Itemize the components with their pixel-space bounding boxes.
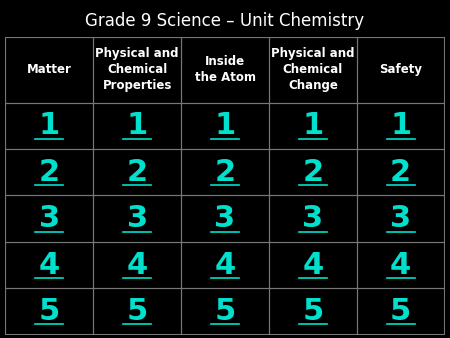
- Bar: [181, 195, 269, 242]
- Bar: [269, 37, 357, 103]
- Bar: [93, 103, 181, 149]
- Bar: [93, 288, 181, 335]
- Text: 4: 4: [214, 250, 236, 280]
- Bar: [357, 195, 445, 242]
- Bar: [93, 103, 181, 149]
- Bar: [357, 288, 445, 335]
- Text: 3: 3: [215, 204, 235, 233]
- Text: 1: 1: [39, 111, 60, 140]
- Bar: [93, 242, 181, 288]
- Bar: [181, 37, 269, 103]
- Bar: [5, 103, 93, 149]
- Text: 4: 4: [126, 250, 148, 280]
- Bar: [181, 242, 269, 288]
- Bar: [357, 103, 445, 149]
- Text: 1: 1: [214, 111, 236, 140]
- Bar: [93, 242, 181, 288]
- Bar: [269, 288, 357, 335]
- Bar: [269, 288, 357, 335]
- Bar: [269, 195, 357, 242]
- Bar: [181, 103, 269, 149]
- Bar: [269, 103, 357, 149]
- Bar: [357, 149, 445, 195]
- Bar: [181, 288, 269, 335]
- Text: 5: 5: [126, 297, 148, 326]
- Bar: [269, 242, 357, 288]
- Bar: [357, 242, 445, 288]
- Text: Grade 9 Science – Unit Chemistry: Grade 9 Science – Unit Chemistry: [86, 12, 365, 30]
- Text: 5: 5: [390, 297, 411, 326]
- Bar: [357, 149, 445, 195]
- Bar: [93, 288, 181, 335]
- Bar: [5, 288, 93, 335]
- Text: 4: 4: [302, 250, 324, 280]
- Bar: [5, 242, 93, 288]
- Text: 2: 2: [302, 158, 324, 187]
- Bar: [357, 242, 445, 288]
- Bar: [269, 37, 357, 103]
- Bar: [269, 103, 357, 149]
- Bar: [269, 195, 357, 242]
- Bar: [5, 103, 93, 149]
- Text: 5: 5: [39, 297, 60, 326]
- Text: 3: 3: [390, 204, 411, 233]
- Text: 3: 3: [126, 204, 148, 233]
- Bar: [93, 37, 181, 103]
- Text: Physical and
Chemical
Properties: Physical and Chemical Properties: [95, 47, 179, 92]
- Text: 4: 4: [39, 250, 60, 280]
- Bar: [181, 288, 269, 335]
- Bar: [181, 103, 269, 149]
- Text: Inside
the Atom: Inside the Atom: [194, 55, 256, 84]
- Text: 4: 4: [390, 250, 411, 280]
- Text: 1: 1: [390, 111, 411, 140]
- Text: 2: 2: [215, 158, 235, 187]
- Bar: [93, 37, 181, 103]
- Text: 2: 2: [126, 158, 148, 187]
- Bar: [357, 37, 445, 103]
- Text: 2: 2: [390, 158, 411, 187]
- Text: 3: 3: [302, 204, 324, 233]
- Text: Safety: Safety: [379, 64, 422, 76]
- Text: 5: 5: [302, 297, 324, 326]
- Text: 1: 1: [302, 111, 324, 140]
- Bar: [5, 149, 93, 195]
- Bar: [5, 288, 93, 335]
- Bar: [5, 242, 93, 288]
- Bar: [357, 37, 445, 103]
- Bar: [5, 37, 93, 103]
- Bar: [5, 37, 93, 103]
- Bar: [269, 149, 357, 195]
- Bar: [181, 149, 269, 195]
- Bar: [357, 288, 445, 335]
- Bar: [5, 149, 93, 195]
- Bar: [181, 242, 269, 288]
- Bar: [93, 195, 181, 242]
- Text: 1: 1: [126, 111, 148, 140]
- Bar: [269, 242, 357, 288]
- Text: Physical and
Chemical
Change: Physical and Chemical Change: [271, 47, 355, 92]
- Bar: [181, 37, 269, 103]
- Bar: [357, 195, 445, 242]
- Bar: [357, 103, 445, 149]
- Text: Matter: Matter: [27, 64, 72, 76]
- Text: 2: 2: [39, 158, 60, 187]
- Text: 3: 3: [39, 204, 60, 233]
- Bar: [5, 195, 93, 242]
- Text: 5: 5: [214, 297, 236, 326]
- Bar: [269, 149, 357, 195]
- Bar: [181, 195, 269, 242]
- Bar: [93, 195, 181, 242]
- Bar: [5, 195, 93, 242]
- Bar: [181, 149, 269, 195]
- Bar: [93, 149, 181, 195]
- Bar: [93, 149, 181, 195]
